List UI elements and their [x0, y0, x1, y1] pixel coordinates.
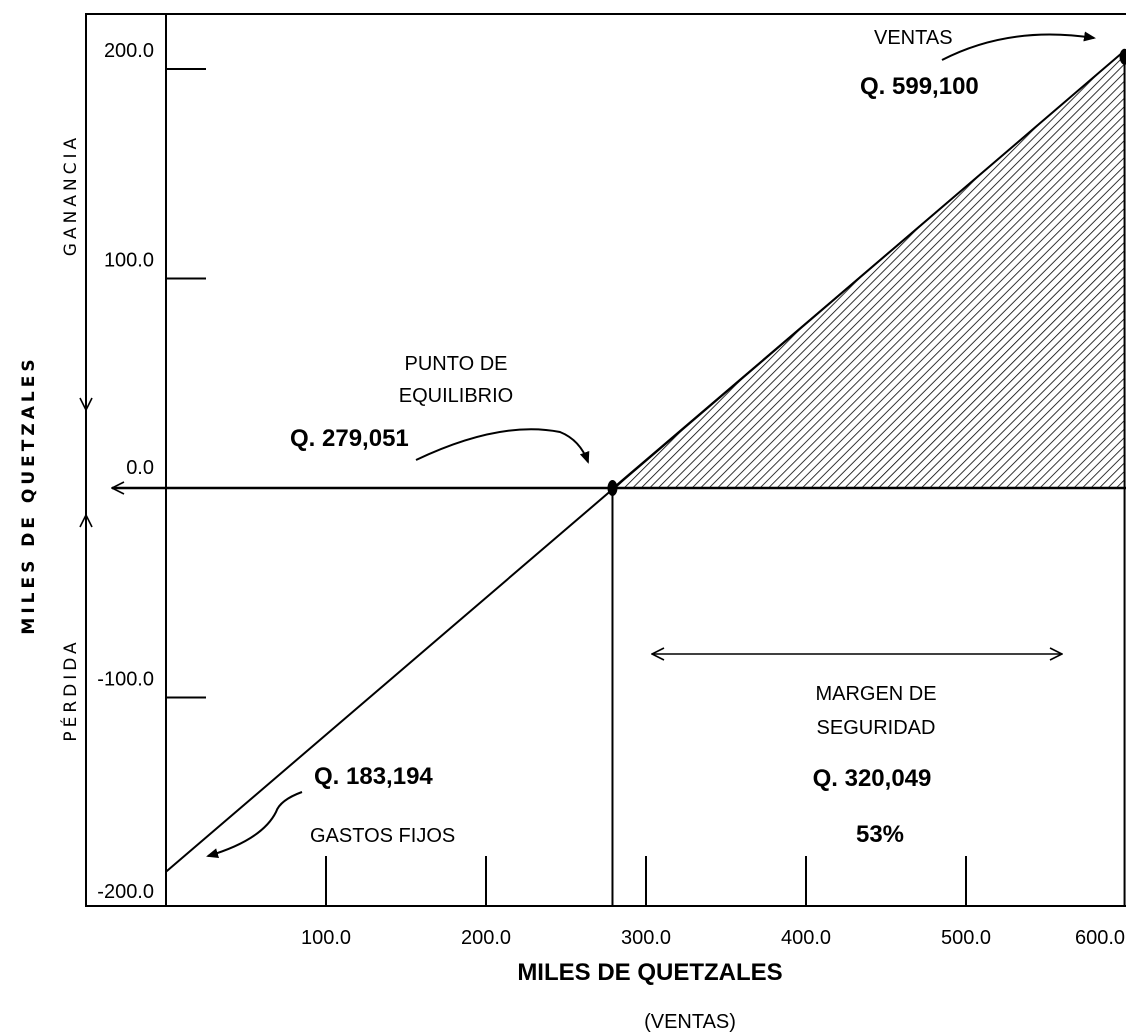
- sales-title: VENTAS: [874, 27, 953, 49]
- safety-margin-value: Q. 320,049: [813, 765, 932, 792]
- safety-margin-title-line2: SEGURIDAD: [817, 717, 936, 739]
- fixed-costs-value: Q. 183,194: [314, 763, 433, 790]
- chart-frame: [85, 13, 1126, 907]
- break-even-arrow: [415, 428, 590, 464]
- series-line: [165, 50, 1126, 873]
- y-positive-label: GANANCIA: [61, 134, 81, 256]
- x-tick-label: 400.0: [781, 927, 831, 949]
- y-tick-label: -200.0: [97, 881, 154, 903]
- sales-value: Q. 599,100: [860, 73, 979, 100]
- break-even-title-line1: PUNTO DE: [405, 353, 508, 375]
- sales-point: [1119, 48, 1126, 65]
- y-tick-label: 200.0: [104, 40, 154, 62]
- fixed-costs-arrow: [206, 791, 303, 858]
- sales-arrow: [941, 31, 1096, 61]
- y-axis-ticks: 200.0 100.0 0.0 -100.0 -200.0: [97, 40, 206, 903]
- x-tick-label: 500.0: [941, 927, 991, 949]
- x-axis-title: MILES DE QUETZALES: [517, 959, 782, 986]
- x-tick-label: 300.0: [621, 927, 671, 949]
- x-axis-subtitle: (VENTAS): [644, 1011, 736, 1033]
- x-axis-ticks: 100.0 200.0 300.0 400.0 500.0 600.0: [301, 856, 1125, 949]
- y-negative-label: PÉRDIDA: [59, 638, 81, 741]
- safety-margin-title-line1: MARGEN DE: [815, 683, 936, 705]
- safety-margin-percent: 53%: [856, 821, 904, 848]
- y-tick-label: 0.0: [126, 457, 154, 479]
- y-axis-title: MILES DE QUETZALES: [19, 355, 39, 634]
- x-tick-label: 600.0: [1075, 927, 1125, 949]
- x-tick-label: 100.0: [301, 927, 351, 949]
- x-tick-label: 200.0: [461, 927, 511, 949]
- y-tick-label: -100.0: [97, 669, 154, 691]
- break-even-point: [607, 480, 618, 496]
- fixed-costs-title: GASTOS FIJOS: [310, 825, 455, 847]
- break-even-title-line2: EQUILIBRIO: [399, 385, 513, 407]
- y-tick-label: 100.0: [104, 250, 154, 272]
- break-even-value: Q. 279,051: [290, 425, 409, 452]
